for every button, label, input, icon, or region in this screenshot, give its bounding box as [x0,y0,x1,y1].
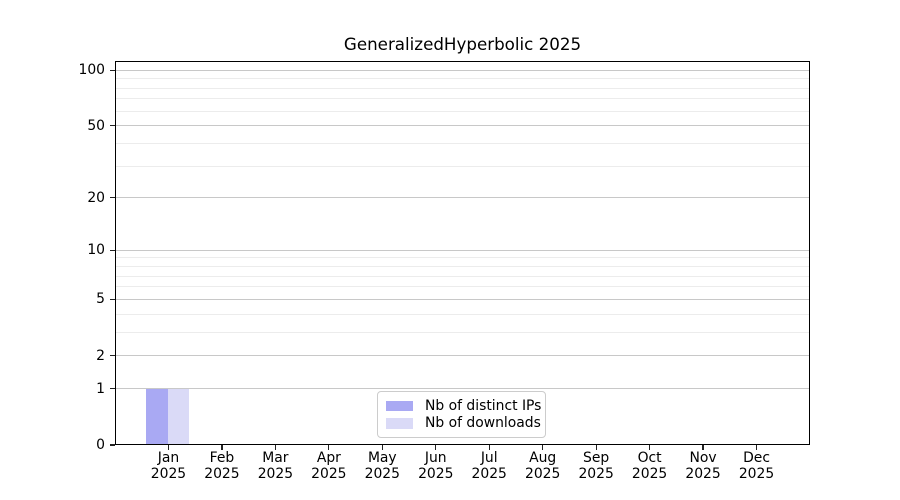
year-label: 2025 [525,465,561,482]
gridline-minor [115,331,810,333]
month-label: Nov [689,450,717,466]
year-label: 2025 [364,465,400,482]
gridline-minor [115,165,810,167]
x-tick [167,445,170,450]
y-tick [110,355,115,357]
x-tick [649,445,651,450]
x-tick-label: Dec 2025 [724,450,790,482]
x-tick [702,445,704,450]
month-label: Mar [262,450,289,466]
y-tick [110,298,115,301]
x-tick-label: Sep 2025 [563,450,629,482]
y-tick [110,125,115,127]
month-label: Dec [743,450,770,466]
gridline-major [115,249,810,251]
gridline-major [115,125,810,127]
gridline-minor [115,142,810,144]
gridline-minor [115,87,810,89]
gridline-minor [115,286,810,288]
month-label: Aug [529,450,557,466]
gridline-minor [115,257,810,259]
gridline-minor [115,78,810,80]
y-tick-label: 100 [78,62,105,79]
y-tick-label: 10 [87,242,105,259]
y-tick-label: 0 [96,437,105,453]
y-tick-label: 2 [96,347,105,364]
x-tick [755,445,758,450]
legend-swatch [386,418,413,429]
x-tick-label: Feb 2025 [189,450,255,482]
y-tick [110,388,115,390]
x-tick-label: Aug 2025 [510,450,576,482]
year-label: 2025 [257,465,294,482]
y-tick-label: 1 [96,380,105,397]
x-tick-label: Oct 2025 [617,450,683,482]
legend-label: Nb of distinct IPs [425,397,542,414]
x-tick-label: Mar 2025 [242,450,308,482]
year-label: 2025 [150,465,187,482]
gridline-major [115,388,810,390]
year-label: 2025 [311,465,347,482]
y-tick [110,249,115,251]
legend-entry: Nb of distinct IPs [386,398,541,414]
year-label: 2025 [418,465,454,482]
month-label: May [367,450,397,466]
year-label: 2025 [631,465,668,482]
year-label: 2025 [471,465,507,482]
x-tick-label: Jan 2025 [135,450,201,482]
month-label: Apr [316,450,341,466]
gridline-minor [115,266,810,268]
x-tick-label: Apr 2025 [296,450,362,482]
gridline-major [115,355,810,357]
x-tick [488,445,490,450]
legend-entry: Nb of downloads [386,415,541,431]
gridline-minor [115,98,810,100]
x-tick [328,445,330,450]
y-tick-label: 20 [87,189,105,206]
bar-distinct-ips [145,388,168,445]
month-label: Feb [209,450,235,466]
y-tick-label: 50 [87,117,105,134]
y-tick-label: 5 [96,291,105,308]
y-tick [110,197,115,199]
chart-title: GeneralizedHyperbolic 2025 [343,34,582,54]
year-label: 2025 [578,465,614,482]
y-tick [110,444,115,446]
x-tick-label: May 2025 [349,450,415,482]
legend: Nb of distinct IPs Nb of downloads [377,391,546,438]
plot-area [115,61,810,445]
y-tick [110,69,115,71]
x-tick [221,445,223,450]
year-label: 2025 [738,465,775,482]
bar-downloads [167,388,189,445]
legend-swatch [386,400,413,411]
x-tick [542,445,544,450]
year-label: 2025 [685,465,721,482]
gridline-major [115,298,810,300]
gridline-minor [115,275,810,277]
x-tick-label: Jun 2025 [403,450,469,482]
month-label: Jan [157,450,180,466]
month-label: Oct [637,450,662,466]
x-tick [595,445,597,450]
gridline-major [115,69,810,71]
month-label: Jun [424,450,447,466]
month-label: Jul [480,450,498,466]
month-label: Sep [583,450,610,466]
x-tick-label: Jul 2025 [456,450,522,482]
x-tick [274,445,276,450]
gridline-minor [115,110,810,112]
gridline-major [115,197,810,199]
x-tick-label: Nov 2025 [670,450,736,482]
x-tick [435,445,437,450]
legend-label: Nb of downloads [425,415,541,432]
x-tick [381,445,383,450]
year-label: 2025 [204,465,240,482]
gridline-minor [115,313,810,315]
